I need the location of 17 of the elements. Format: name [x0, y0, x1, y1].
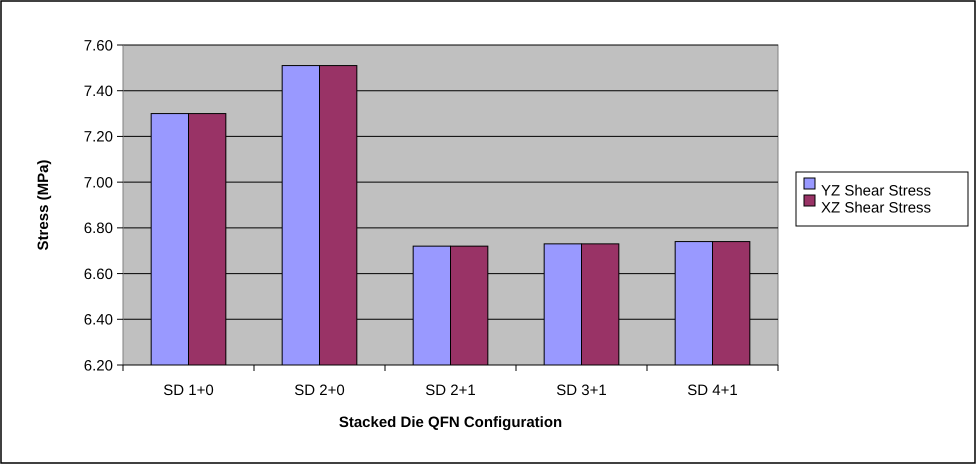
- legend-label: YZ Shear Stress: [821, 182, 932, 200]
- x-tick-label: SD 4+1: [687, 382, 738, 399]
- x-tick-label: SD 2+0: [294, 382, 345, 399]
- x-tick-label: SD 2+1: [425, 382, 476, 399]
- y-tick-label: 6.80: [84, 220, 113, 238]
- x-tick-label: SD 1+0: [163, 382, 214, 399]
- y-tick-label: 6.40: [84, 312, 113, 329]
- x-tick-label: SD 3+1: [556, 382, 607, 399]
- x-axis-title: Stacked Die QFN Configuration: [338, 414, 562, 431]
- y-tick-label: 6.60: [84, 266, 113, 283]
- y-tick-label: 6.20: [84, 357, 113, 374]
- y-tick-label: 7.00: [84, 174, 113, 192]
- y-tick-label: 7.40: [84, 82, 113, 100]
- y-tick-label: 7.20: [84, 128, 113, 146]
- y-tick-label: 7.60: [84, 37, 113, 54]
- y-axis-title: Stress (MPa): [35, 160, 52, 250]
- legend-label: XZ Shear Stress: [821, 199, 932, 216]
